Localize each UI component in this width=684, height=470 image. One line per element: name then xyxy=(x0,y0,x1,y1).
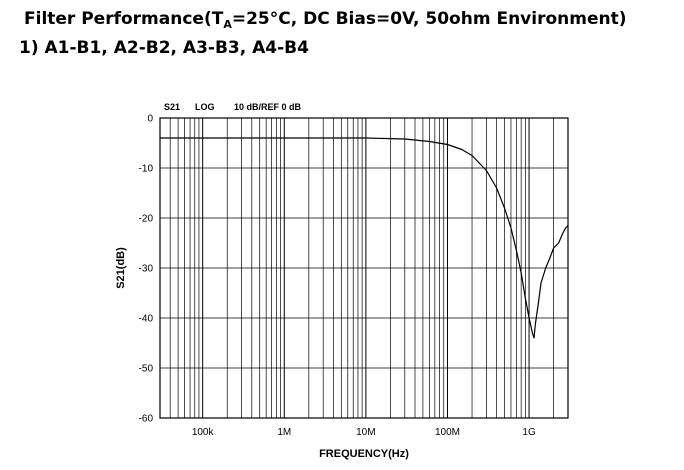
x-tick-label: 100k xyxy=(192,427,215,438)
title-prefix: Filter Performance(T xyxy=(24,9,224,29)
y-tick-label: -30 xyxy=(139,264,154,275)
y-axis-title: S21(dB) xyxy=(115,247,127,289)
plot-frame xyxy=(159,117,569,419)
page-title: Filter Performance(TA=25°C, DC Bias=0V, … xyxy=(24,8,627,36)
y-tick-label: 0 xyxy=(147,114,153,125)
header-label-s21: S21 xyxy=(164,102,180,112)
page-subtitle: 1) A1-B1, A2-B2, A3-B3, A4-B4 xyxy=(19,38,309,58)
title-subscript: A xyxy=(223,18,232,31)
y-tick-label: -10 xyxy=(139,164,154,175)
title-suffix: =25°C, DC Bias=0V, 50ohm Environment) xyxy=(231,9,627,29)
y-tick-label: -40 xyxy=(139,314,154,325)
y-tick-label: -60 xyxy=(139,414,154,425)
x-tick-label: 100M xyxy=(435,427,460,438)
x-tick-label: 10M xyxy=(356,427,375,438)
header-label-scale: 10 dB/REF 0 dB xyxy=(234,102,302,112)
x-tick-label: 1G xyxy=(522,427,536,438)
header-label-log: LOG xyxy=(195,102,215,112)
x-tick-label: 1M xyxy=(277,427,291,438)
x-axis-title: FREQUENCY(Hz) xyxy=(319,448,409,460)
tick-labels: 0 -10 -20 -30 -40 -50 -60 100k 1M 10M 100M 1G xyxy=(139,114,536,439)
grid-lines xyxy=(160,117,568,419)
series-layer xyxy=(160,137,569,339)
y-tick-label: -20 xyxy=(139,214,154,225)
s21-series-line xyxy=(160,137,569,339)
y-tick-label: -50 xyxy=(139,364,154,375)
